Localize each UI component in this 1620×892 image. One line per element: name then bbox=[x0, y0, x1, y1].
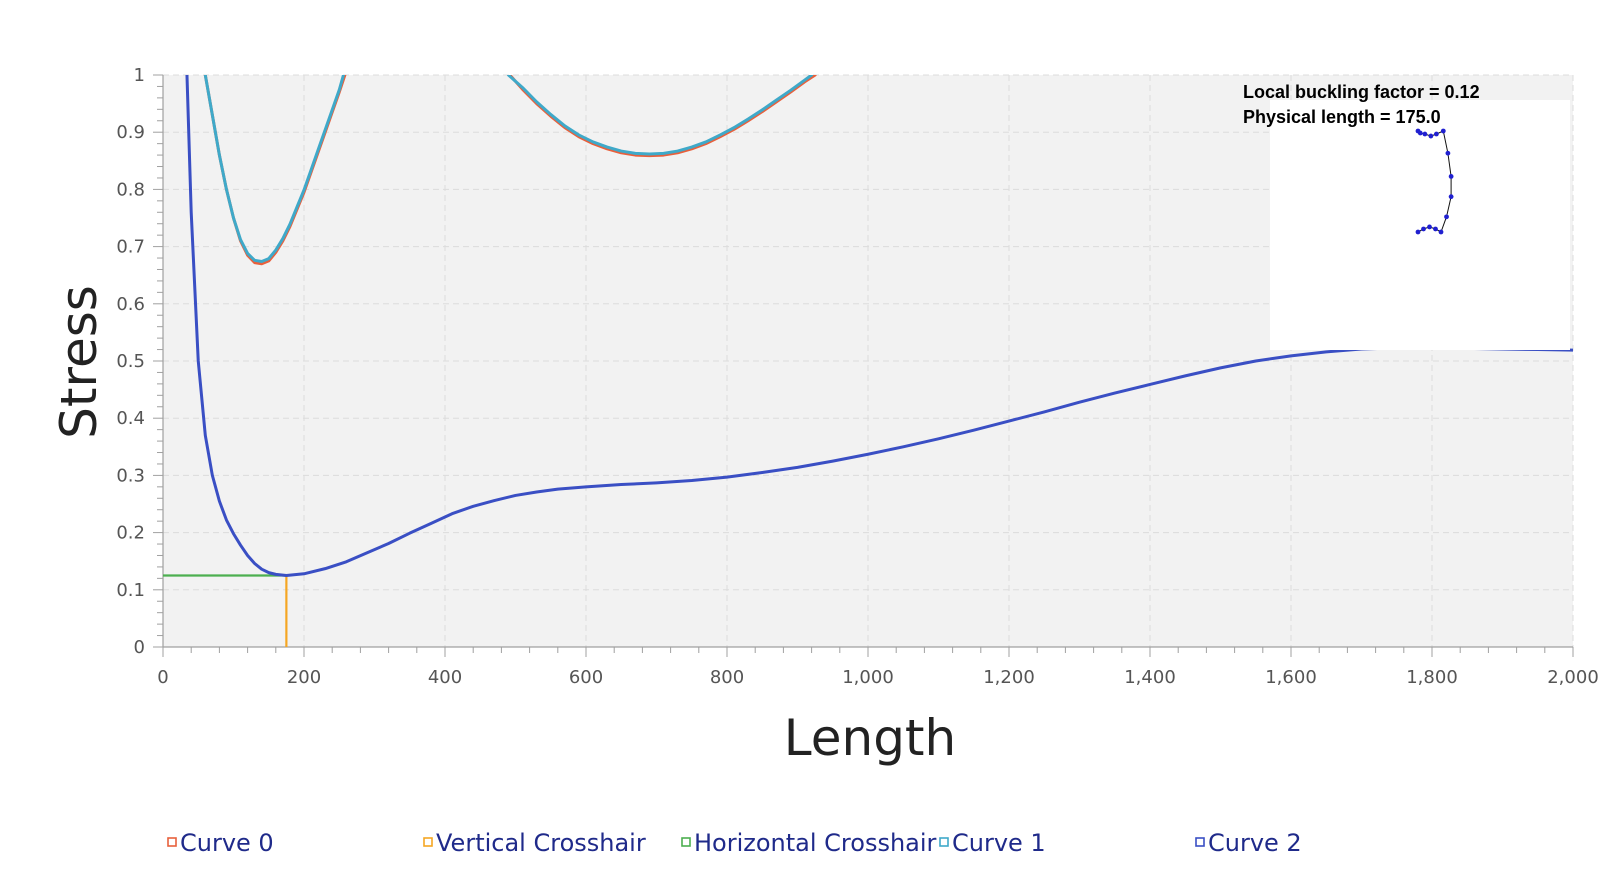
y-tick-label: 1 bbox=[134, 65, 145, 86]
inset-mode-shape-node bbox=[1448, 174, 1454, 179]
annotation-buckling-factor: Local buckling factor = 0.12 bbox=[1243, 82, 1480, 102]
inset-mode-shape-node bbox=[1428, 133, 1434, 139]
y-tick-label: 0.6 bbox=[116, 294, 145, 315]
legend-swatch bbox=[423, 837, 433, 847]
inset-mode-shape-node bbox=[1415, 229, 1421, 235]
legend: Curve 0 Vertical Crosshair Horizontal Cros… bbox=[167, 829, 1302, 857]
x-tick-label: 400 bbox=[428, 667, 462, 688]
legend-swatch bbox=[167, 837, 177, 847]
tick-labels: 0 200 400 600 800 1,000 1,200 1,400 1,600 1,800 2,… bbox=[116, 65, 1598, 688]
x-tick-label: 1,200 bbox=[983, 667, 1035, 688]
inset-panel bbox=[1270, 100, 1570, 350]
legend-label: Vertical Crosshair bbox=[436, 829, 646, 857]
inset-mode-shape-node bbox=[1427, 224, 1432, 230]
x-tick-label: 1,400 bbox=[1124, 667, 1176, 688]
y-tick-label: 0.3 bbox=[116, 465, 145, 486]
legend-item-horizontal-crosshair[interactable]: Horizontal Crosshair bbox=[681, 829, 937, 857]
series-curve-1 bbox=[506, 75, 814, 156]
legend-label: Curve 2 bbox=[1208, 829, 1302, 857]
x-tick-label: 200 bbox=[287, 667, 321, 688]
x-tick-label: 0 bbox=[157, 667, 168, 688]
x-tick-label: 1,800 bbox=[1406, 667, 1458, 688]
legend-item-curve-0[interactable]: Curve 0 bbox=[167, 829, 274, 857]
y-tick-label: 0.5 bbox=[116, 351, 145, 372]
y-tick-label: 0.9 bbox=[116, 122, 145, 143]
y-tick-label: 0.8 bbox=[116, 179, 145, 200]
inset-mode-shape-node bbox=[1415, 128, 1421, 134]
inset-mode-shape-node bbox=[1448, 194, 1454, 200]
y-axis-title: Stress bbox=[50, 285, 108, 439]
inset-mode-shape-node bbox=[1440, 128, 1446, 134]
legend-item-curve-1[interactable]: Curve 1 bbox=[939, 829, 1046, 857]
series-curve-1 bbox=[203, 75, 345, 263]
x-tick-label: 1,600 bbox=[1265, 667, 1317, 688]
series-curve-2 bbox=[185, 75, 1573, 577]
legend-item-vertical-crosshair[interactable]: Vertical Crosshair bbox=[423, 829, 646, 857]
legend-label: Curve 0 bbox=[180, 829, 274, 857]
legend-label: Curve 1 bbox=[952, 829, 1046, 857]
x-tick-label: 1,000 bbox=[842, 667, 894, 688]
series-lines bbox=[163, 75, 1573, 647]
inset-mode-shape-node bbox=[1444, 214, 1449, 220]
buckling-mode-inset bbox=[1270, 100, 1570, 350]
inset-mode-shape-node bbox=[1421, 226, 1426, 232]
axes bbox=[153, 74, 1574, 657]
x-tick-label: 600 bbox=[569, 667, 603, 688]
x-tick-label: 800 bbox=[710, 667, 744, 688]
y-tick-label: 0.1 bbox=[116, 580, 145, 601]
inset-mode-shape-node bbox=[1433, 226, 1438, 232]
y-tick-label: 0.7 bbox=[116, 237, 145, 258]
inset-mode-shape-node bbox=[1422, 131, 1428, 137]
inset-mode-shape-node bbox=[1434, 131, 1439, 137]
inset-mode-shape-node bbox=[1438, 229, 1444, 235]
annotation-physical-length: Physical length = 175.0 bbox=[1243, 107, 1441, 127]
y-tick-label: 0.4 bbox=[116, 408, 145, 429]
legend-swatch bbox=[1195, 837, 1205, 847]
legend-swatch bbox=[681, 837, 691, 847]
x-axis-title: Length bbox=[784, 709, 956, 767]
legend-swatch bbox=[939, 837, 949, 847]
y-tick-label: 0 bbox=[134, 637, 145, 658]
legend-label: Horizontal Crosshair bbox=[694, 829, 937, 857]
y-tick-label: 0.2 bbox=[116, 523, 145, 544]
x-tick-label: 2,000 bbox=[1547, 667, 1599, 688]
legend-item-curve-2[interactable]: Curve 2 bbox=[1195, 829, 1302, 857]
inset-mode-shape-node bbox=[1445, 150, 1451, 156]
